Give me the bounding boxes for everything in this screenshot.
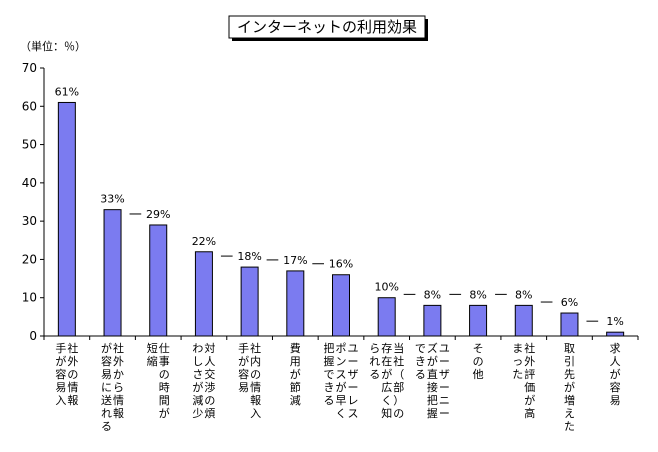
category-label: 社外評価が高 — [524, 341, 535, 420]
bar — [57, 101, 76, 337]
y-tick-label: 20 — [22, 252, 37, 266]
category-label: 対人交渉の煩 — [204, 341, 215, 420]
data-label: 6% — [561, 296, 578, 309]
data-label: 17% — [283, 254, 307, 267]
y-tick-label: 50 — [22, 138, 37, 152]
category-label: 仕事の時間が — [159, 342, 170, 420]
y-tick-label: 0 — [29, 329, 37, 343]
category-label: 当社（部）の — [393, 341, 404, 420]
data-label: 22% — [192, 235, 216, 248]
data-label: 8% — [424, 288, 441, 301]
category-label: できる — [415, 342, 426, 381]
bar — [469, 304, 488, 337]
category-label: ユーザーレス — [348, 342, 359, 420]
data-label: 29% — [146, 208, 170, 221]
y-tick-label: 70 — [22, 61, 37, 75]
bar — [377, 297, 396, 337]
bar — [194, 251, 213, 337]
category-label: ポンスが早く — [336, 342, 347, 420]
chart-title: インターネットの利用効果 — [228, 15, 428, 41]
category-label: 社外から情報 — [113, 341, 124, 420]
bar — [332, 274, 350, 337]
category-label: ズが直接把握 — [427, 341, 438, 420]
data-label: 8% — [469, 288, 486, 301]
data-label: 18% — [237, 250, 261, 263]
y-tick-label: 40 — [22, 176, 37, 190]
bar — [514, 304, 533, 337]
bar — [606, 331, 625, 337]
category-label: 社内の情報入 — [250, 341, 261, 420]
category-label: られる — [369, 342, 380, 381]
bar — [103, 209, 122, 337]
data-label: 61% — [55, 85, 79, 98]
bar — [240, 266, 259, 337]
chart-title-text: インターネットの利用効果 — [237, 18, 417, 36]
category-label: 手が容易 — [238, 341, 249, 394]
category-label: まった — [512, 342, 523, 381]
bar — [149, 224, 168, 337]
data-label: 16% — [329, 258, 353, 271]
y-tick-label: 60 — [22, 99, 37, 113]
data-label: 1% — [606, 315, 623, 328]
category-label: 取引先が増えた — [564, 342, 575, 433]
bar — [560, 312, 579, 337]
category-label: わしさが減少 — [192, 342, 203, 420]
bar — [423, 304, 442, 337]
unit-label: （単位：％） — [20, 39, 86, 53]
data-label: 8% — [515, 288, 532, 301]
category-label: 社外の情報 — [67, 341, 78, 407]
category-label: 費用が節減 — [290, 341, 301, 407]
category-label: 短縮 — [147, 341, 158, 368]
y-tick-label: 30 — [22, 214, 37, 228]
bar — [286, 270, 305, 337]
category-label: 存在が広く知 — [381, 341, 392, 420]
category-label: 求人が容易 — [610, 342, 621, 407]
category-label: その他 — [473, 342, 484, 381]
data-label: 33% — [100, 193, 124, 206]
category-label: が容易に送れる — [101, 341, 112, 433]
category-label: 手が容易入 — [55, 341, 66, 407]
data-label: 10% — [374, 281, 398, 294]
y-tick-label: 10 — [22, 291, 37, 305]
category-label: 把握できる — [324, 341, 335, 407]
category-label: ユーザーニー — [439, 342, 450, 420]
